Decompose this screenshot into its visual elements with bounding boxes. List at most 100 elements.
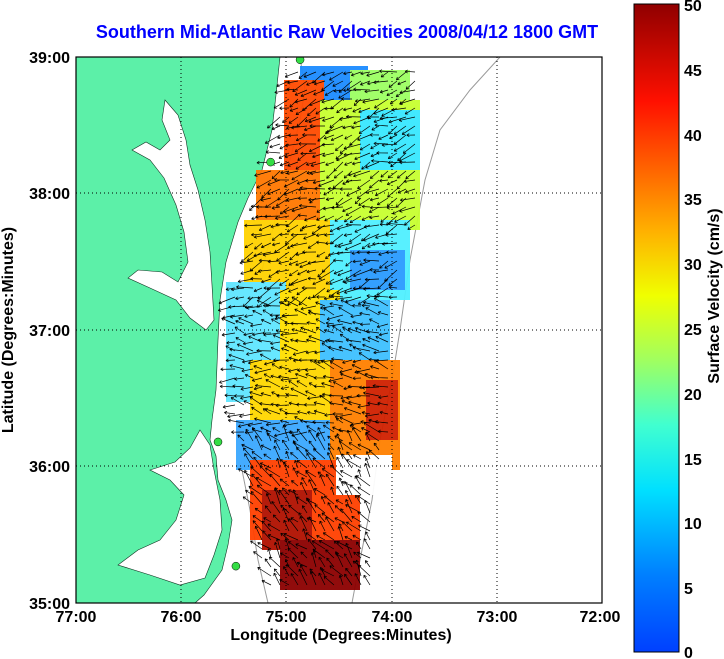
velocity-vector [271, 363, 281, 370]
velocity-vector [222, 404, 236, 409]
velocity-vector [289, 430, 299, 442]
velocity-vector [264, 214, 281, 219]
velocity-vector [337, 526, 344, 541]
velocity-vector [350, 71, 362, 77]
velocity-vector [296, 561, 308, 568]
velocity-vector [245, 428, 254, 442]
velocity-vector [312, 457, 326, 469]
velocity-vector [323, 576, 335, 586]
velocity-vector [251, 451, 263, 460]
velocity-vector [351, 515, 362, 523]
velocity-vector [280, 377, 299, 382]
velocity-vector [219, 377, 236, 384]
velocity-vector [385, 233, 398, 237]
velocity-vector [348, 400, 362, 406]
velocity-vector [236, 285, 254, 289]
velocity-vector [278, 152, 290, 159]
velocity-vector [290, 233, 308, 237]
velocity-vector [379, 410, 389, 415]
velocity-vector [332, 80, 344, 87]
velocity-vector [227, 413, 245, 419]
velocity-vector [365, 307, 380, 316]
velocity-vector [348, 170, 362, 177]
velocity-vector [337, 319, 353, 325]
velocity-vector [249, 391, 263, 397]
velocity-vector [300, 481, 308, 496]
velocity-vectors [217, 69, 416, 586]
velocity-vector [278, 301, 290, 307]
velocity-vector [308, 335, 326, 343]
velocity-vector [260, 392, 272, 397]
velocity-vector [304, 215, 317, 222]
velocity-vector [345, 269, 362, 280]
velocity-vector [345, 222, 362, 227]
velocity-vector [238, 317, 254, 325]
velocity-vector [314, 504, 326, 514]
velocity-vector [270, 402, 281, 407]
velocity-vector [286, 170, 299, 175]
velocity-vector [339, 116, 353, 121]
velocity-vector [342, 359, 353, 364]
velocity-vector [309, 98, 326, 107]
velocity-vector [239, 413, 254, 418]
velocity-vector [251, 377, 263, 382]
velocity-vector [320, 305, 335, 310]
velocity-vector [337, 446, 344, 460]
velocity-vector [358, 125, 371, 134]
velocity-vector [246, 305, 263, 310]
velocity-vector [267, 259, 281, 264]
velocity-vector [332, 412, 344, 416]
velocity-vector [244, 314, 254, 319]
velocity-vector [253, 251, 272, 258]
velocity-vector [324, 89, 335, 96]
velocity-vector [284, 71, 299, 78]
velocity-vector [279, 161, 290, 167]
velocity-vector [307, 260, 326, 265]
velocity-vector [322, 374, 335, 379]
velocity-vector [237, 434, 245, 442]
velocity-vector [345, 542, 353, 559]
velocity-vector [287, 547, 299, 559]
velocity-vector [224, 410, 236, 415]
velocity-vector [356, 188, 371, 199]
velocity-vector [369, 197, 380, 202]
velocity-vector [363, 233, 380, 242]
velocity-vector [275, 222, 290, 227]
velocity-vector [366, 115, 380, 119]
velocity-vector [244, 223, 263, 228]
velocity-vector [305, 390, 317, 397]
velocity-vector [219, 384, 236, 389]
velocity-vector [298, 204, 317, 208]
velocity-vector [355, 559, 362, 577]
velocity-vector [318, 572, 326, 586]
velocity-vector [307, 242, 317, 249]
velocity-vector [327, 338, 344, 343]
velocity-vector [343, 233, 353, 237]
velocity-vector [369, 170, 380, 179]
velocity-vector [313, 80, 326, 86]
velocity-vector [369, 179, 380, 189]
velocity-vector [312, 152, 326, 159]
velocity-vector [297, 152, 308, 161]
velocity-vector [312, 278, 326, 286]
velocity-vector [379, 69, 398, 74]
velocity-vector [321, 569, 335, 577]
velocity-vector [338, 440, 353, 451]
velocity-vector [279, 579, 290, 586]
velocity-vector [272, 334, 290, 343]
velocity-vector [313, 384, 326, 389]
velocity-vector [340, 508, 353, 523]
velocity-vector [273, 445, 281, 460]
velocity-vector [280, 552, 290, 559]
velocity-vector [270, 346, 281, 352]
velocity-vector [352, 259, 362, 264]
velocity-vector [341, 399, 353, 406]
velocity-vector [226, 340, 236, 345]
velocity-vector [336, 224, 353, 231]
velocity-vector [334, 242, 344, 248]
velocity-vector [269, 473, 281, 487]
velocity-vector [326, 557, 335, 568]
velocity-vector [319, 520, 326, 532]
velocity-vector [288, 133, 299, 138]
velocity-vector [369, 318, 380, 325]
